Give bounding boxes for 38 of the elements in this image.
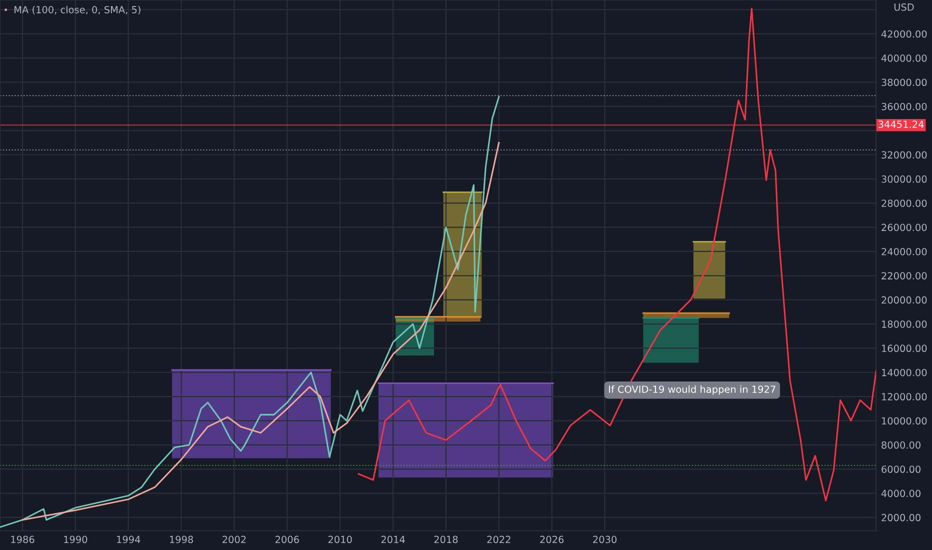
y-tick-label: 6000.00 xyxy=(882,466,920,473)
line-series xyxy=(22,142,500,521)
x-tick-label: 2002 xyxy=(222,536,246,544)
legend-label: MA (100, close, 0, SMA, 5) xyxy=(14,6,140,15)
x-tick-label: 1990 xyxy=(64,536,88,544)
y-tick-label: 10000.00 xyxy=(882,417,927,425)
y-tick-label: 32000.00 xyxy=(882,151,927,159)
y-tick-label: 16000.00 xyxy=(882,344,927,352)
y-tick-label: 12000.00 xyxy=(882,393,927,400)
x-tick-label: 2010 xyxy=(328,536,352,544)
line-series xyxy=(0,96,500,528)
x-tick-label: 2022 xyxy=(487,536,510,544)
x-tick-label: 1998 xyxy=(170,536,194,544)
y-tick-label: 4000.00 xyxy=(881,490,920,498)
y-tick-label: 40000.00 xyxy=(881,54,927,62)
y-tick-label: 36000.00 xyxy=(882,102,927,110)
y-tick-label: 8000.00 xyxy=(882,441,920,449)
x-tick-label: 2018 xyxy=(434,536,458,544)
y-tick-label: 24000.00 xyxy=(882,248,927,256)
y-tick-label: 2000.00 xyxy=(882,514,920,522)
x-tick-label: 2006 xyxy=(276,536,299,544)
y-axis-title: USD xyxy=(894,3,914,11)
y-tick-label: 20000.00 xyxy=(882,296,927,304)
ref-line-label: 34451.24 xyxy=(878,120,924,128)
x-tick-label: 2014 xyxy=(381,536,405,544)
y-tick-label: 26000.00 xyxy=(882,224,927,232)
y-tick-label: 28000.00 xyxy=(882,200,927,207)
y-tick-label: 30000.00 xyxy=(882,175,927,183)
y-tick-label: 14000.00 xyxy=(882,368,927,376)
y-tick-label: 42000.00 xyxy=(881,30,927,38)
y-tick-label: 18000.00 xyxy=(882,320,927,328)
x-tick-label: 2026 xyxy=(540,536,564,544)
y-tick-label: 38000.00 xyxy=(882,78,927,86)
annotation: If COVID-19 would happen in 1927 xyxy=(609,385,776,395)
x-tick-label: 1986 xyxy=(11,536,34,544)
x-tick-label: 2030 xyxy=(593,536,617,544)
y-tick-label: 22000.00 xyxy=(882,272,927,280)
x-tick-label: 1994 xyxy=(117,536,140,544)
